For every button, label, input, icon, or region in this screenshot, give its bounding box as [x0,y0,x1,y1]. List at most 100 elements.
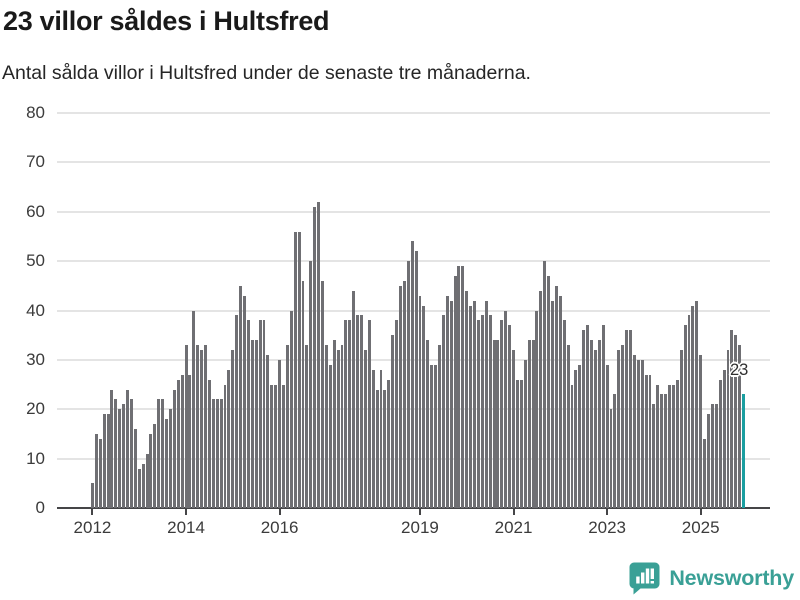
bar [558,295,562,508]
bar [469,305,473,508]
bar [586,325,590,508]
latest-value-label: 23 [730,361,749,379]
bar [504,310,508,508]
bar [476,320,480,508]
bar [235,315,239,508]
newsworthy-wordmark: Newsworthy [669,565,794,590]
x-tick-mark [699,509,702,515]
bar [710,404,714,508]
bar [508,325,512,508]
bar [184,345,188,508]
bar [211,399,215,508]
bar [562,320,566,508]
bar [636,359,640,508]
bar [360,315,363,508]
bar [278,359,282,508]
bar [243,295,246,508]
bar [687,315,691,508]
bar [722,369,726,508]
bar [383,389,387,508]
bar [738,345,742,508]
bar [512,350,515,508]
bar [488,315,492,508]
bar [679,350,683,508]
bar [734,335,738,508]
x-tick-mark [418,509,421,515]
newsworthy-logo[interactable]: Newsworthy [628,561,794,595]
bar [231,350,235,508]
bar [457,266,461,508]
bar [434,364,438,508]
bar [496,340,500,508]
bar [640,359,644,508]
bar [500,320,504,508]
bar [266,354,270,508]
bar [644,374,648,508]
y-tick-label: 20 [26,399,45,419]
bar [597,340,601,508]
bar [375,389,379,508]
bar [391,335,395,508]
y-tick-label: 10 [26,448,45,468]
bar [718,379,722,508]
newsworthy-bubble-chart-icon [628,561,661,595]
bar [348,320,352,508]
bar [714,404,718,508]
bar [137,468,141,508]
x-tick-label: 2019 [401,518,439,537]
x-tick-label: 2016 [260,518,299,537]
bar [531,340,535,508]
bar [328,364,332,508]
bar [527,340,531,508]
bar [168,409,172,508]
bar [570,384,574,508]
bar [578,364,582,508]
bar [352,290,356,508]
bar [196,345,200,508]
bar [110,389,114,508]
bar [293,231,297,508]
bar [188,374,192,508]
bar [590,340,593,508]
bar [543,261,547,508]
x-tick-label: 2012 [73,518,112,537]
bar [145,453,149,508]
bar [695,300,699,508]
bar [223,384,227,508]
bar [118,409,122,508]
bar [176,379,180,508]
bar [402,280,406,508]
bar [652,404,656,508]
bar [285,345,289,508]
bar [621,345,625,508]
bar [406,261,410,508]
bar [321,280,324,508]
y-tick-label: 0 [35,498,45,517]
bar [629,330,632,508]
gridline [57,112,770,114]
bar [133,429,137,508]
bar [356,315,360,508]
bar [332,340,336,508]
chart-title: 23 villor såldes i Hultsfred [3,6,330,36]
bar [593,350,597,508]
bar [282,384,285,508]
bar [102,414,106,508]
bar [445,295,449,508]
bar [441,315,445,508]
bar [126,389,130,508]
bar [523,359,527,508]
bar [371,369,375,508]
bar [289,310,293,508]
x-tick-mark [606,509,609,515]
bar [98,438,102,508]
bar [430,364,434,508]
bar [149,433,153,508]
bar [250,340,254,508]
bar [703,438,707,508]
bar [94,433,98,508]
bar [344,320,348,508]
x-tick-mark [91,509,94,515]
bar [418,295,422,508]
